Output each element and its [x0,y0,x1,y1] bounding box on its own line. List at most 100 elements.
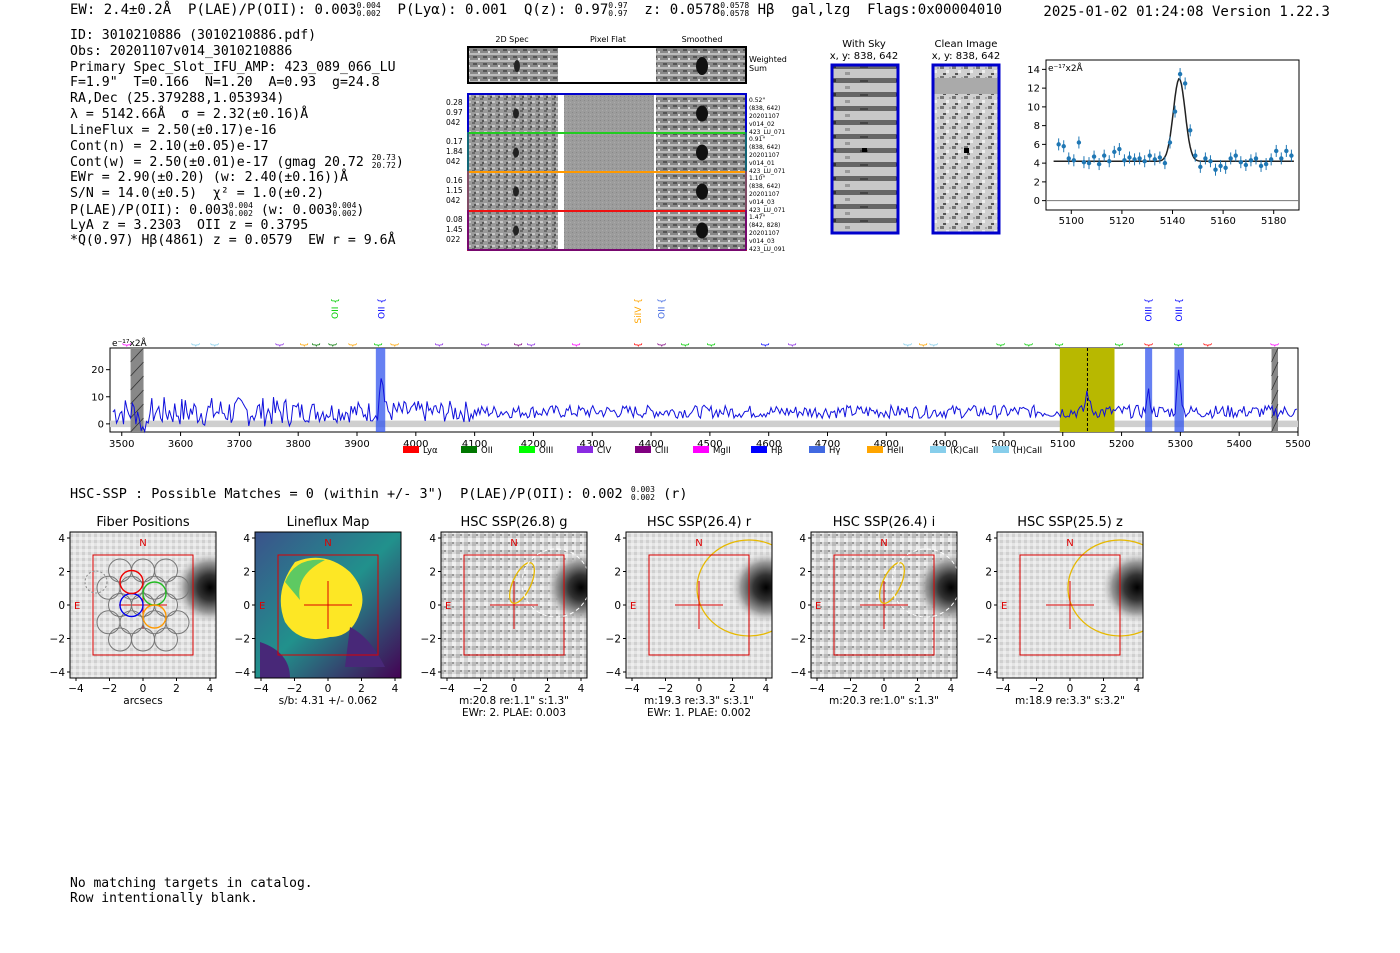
spectrum-line [112,369,1298,434]
zoom-point [1188,128,1193,133]
north-label: N [139,538,146,549]
aperture-box [648,554,750,656]
galaxy-blob [1101,551,1143,624]
line-label: OIII { [1175,298,1185,322]
panel-ytick: −4 [977,667,993,679]
zoom-point [1228,156,1233,161]
clean-image [931,63,1001,235]
info-sn: S/N = 14.0(±0.5) χ² = 1.0(±0.2) [70,185,325,201]
zoom-point [1263,161,1269,167]
row-meta: 1.47" [749,214,765,221]
full-xtick: 4400 [638,439,663,450]
east-label: E [259,601,265,612]
row-l1: 0.28 [446,98,463,107]
row-l3: 042 [446,118,461,127]
east-label: E [630,601,636,612]
panel-title: HSC SSP(26.4) i [833,515,935,530]
col-flat-label: Pixel Flat [590,35,626,44]
panel-ytick: −4 [235,667,251,679]
legend-label: Lyα [423,446,438,456]
zoom-point [1107,159,1112,164]
zoom-point [1132,157,1137,162]
row-l2: 1.45 [446,225,463,234]
panel-xtick: −2 [102,683,117,695]
svg-text:Sum: Sum [749,64,767,73]
row-l1: 0.16 [446,176,463,185]
panel-ytick: −2 [977,634,992,646]
weighted-sum-label: Weighted [749,55,787,64]
full-xtick: 3700 [227,439,252,450]
panel-caption: m:20.8 re:1.1" s:1.3" [459,695,569,707]
header-q-bounds: 0.97 0.97 [608,1,628,18]
zoom-point [1208,159,1213,164]
panel-xtick: −2 [1029,683,1044,695]
panel-xtick: 2 [1100,683,1107,695]
panel-ytick: 4 [985,533,992,545]
header-q: Q(z): 0.97 [523,2,609,18]
legend-label: OII [481,446,493,456]
header-plya: P(Lyα): 0.001 [397,2,508,18]
panel-xtick: 0 [881,683,888,695]
header-plae: P(LAE)/P(OII): 0.003 [188,2,357,18]
info-id: ID: 3010210886 (3010210886.pdf) [70,28,317,43]
info-contw-row: Cont(w) = 2.50(±0.01)e-17 (gmag 20.72 20… [70,153,404,171]
info-fiber: F=1.9" T=0.166 N=1.20 A=0.93 g=24.8 [70,75,380,91]
row-l1: 0.17 [446,137,463,146]
east-label: E [815,601,821,612]
row-meta: 20201107 [749,191,780,198]
legend-label: CIV [597,446,611,456]
header-z: z: 0.0578 [644,2,721,18]
zoom-ytick: 4 [1034,159,1040,170]
info-block: ID: 3010210886 (3010210886.pdf) Obs: 202… [70,28,404,249]
zoom-point [1284,148,1289,154]
row-meta: 0.52" [749,97,765,104]
zoom-point [1096,161,1102,167]
panel-ytick: 2 [429,567,436,579]
panel-xtick: −4 [68,683,84,695]
header-line: EW: 2.4±0.2Å P(LAE)/P(OII): 0.003 0.004 0.… [70,1,1002,19]
zoom-ytick: 0 [1034,196,1040,207]
zoom-point [1243,162,1249,168]
with-sky-title: With Sky [842,39,886,50]
full-xtick: 4700 [815,439,840,450]
zoom-point [1076,140,1082,145]
row-meta: 423_LU_071 [749,168,786,175]
full-xtick: 4000 [403,439,428,450]
aperture-box [92,554,194,656]
legend-label: Hγ [829,446,840,456]
zoom-xtick: 5120 [1109,216,1134,227]
zoom-point [1177,71,1183,77]
panel-caption: m:19.3 re:3.3" s:3.1" [644,695,754,707]
panel-xtick: 2 [173,683,180,695]
legend-label: HeII [887,446,904,456]
info-lya: LyA z = 3.2303 OII z = 0.3795 [70,217,309,233]
zoom-ytick: 2 [1034,177,1040,188]
header-line-name: Hβ [757,2,775,18]
panel-2: HSC SSP(26.8) g N E −4−4 −2 −2 0 0 2 2 4 4 m:20.8 re… [421,515,591,719]
panel-xtick: −4 [253,683,269,695]
line-label: OII { [331,298,341,319]
row-meta: (838, 642) [749,105,780,112]
full-xtick: 4200 [521,439,546,450]
row-meta: (838, 642) [749,144,780,151]
north-label: N [324,538,331,549]
panel-xtick: 4 [207,683,214,695]
row-meta: v014_01 [749,160,775,167]
footer: No matching targets in catalog. Row inten… [70,876,313,906]
legend-swatch [993,446,1009,453]
panel-ytick: −2 [50,634,65,646]
masked-region-1 [1271,348,1279,432]
zoom-point [1258,163,1264,169]
zoom-point [1142,159,1147,164]
row-l2: 1.15 [446,186,463,195]
zoom-point [1056,142,1061,147]
galaxy-blob [915,551,957,624]
panel-xtick: 4 [763,683,770,695]
panel-ytick: −2 [606,634,621,646]
zoom-point [1137,156,1142,161]
legend-swatch [519,446,535,453]
panel-ytick: 0 [58,600,65,612]
east-label: E [1001,601,1007,612]
full-xtick: 4800 [874,439,899,450]
panel-xtick: 4 [578,683,585,695]
